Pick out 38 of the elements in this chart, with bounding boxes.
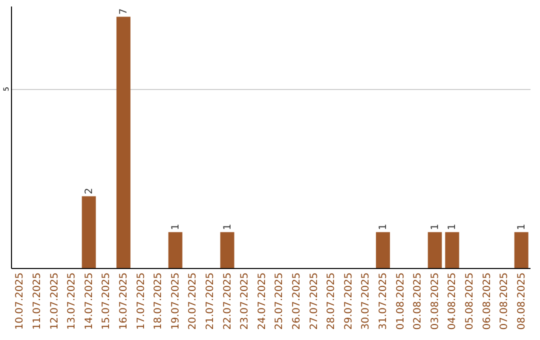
x-tick-label: 31.07.2025 (378, 272, 389, 330)
data-label: 1 (447, 224, 458, 230)
x-tick-label: 27.07.2025 (308, 272, 320, 330)
x-tick-label: 13.07.2025 (66, 272, 78, 330)
x-tick-label: 11.07.2025 (32, 272, 43, 330)
x-tick-label: 04.08.2025 (447, 272, 458, 330)
data-label: 1 (222, 224, 234, 230)
x-tick-label: 26.07.2025 (291, 272, 302, 330)
x-tick-label: 15.07.2025 (101, 272, 112, 330)
x-tick-label: 07.08.2025 (499, 272, 510, 330)
data-label: 1 (378, 224, 389, 230)
x-tick-label: 22.07.2025 (222, 272, 234, 330)
x-tick-label: 14.07.2025 (84, 272, 95, 330)
x-tick-label: 10.07.2025 (14, 272, 26, 330)
x-tick-label: 05.08.2025 (464, 272, 476, 330)
x-tick-label: 12.07.2025 (49, 272, 60, 330)
x-tick-label: 29.07.2025 (343, 272, 354, 330)
x-tick-label: 21.07.2025 (204, 272, 216, 330)
x-tick-label: 06.08.2025 (482, 272, 493, 330)
x-tick-label: 20.07.2025 (188, 272, 199, 330)
x-tick-label: 17.07.2025 (136, 272, 147, 330)
x-tick-label: 02.08.2025 (412, 272, 424, 330)
data-label: 1 (170, 224, 182, 230)
x-tick-label: 24.07.2025 (256, 272, 268, 330)
x-tick-label: 08.08.2025 (516, 272, 528, 330)
x-tick-label: 03.08.2025 (430, 272, 441, 330)
x-tick-label: 28.07.2025 (326, 272, 338, 330)
x-tick-label: 19.07.2025 (170, 272, 182, 330)
data-label: 2 (84, 188, 95, 194)
data-label: 1 (516, 224, 528, 230)
x-tick-label: 01.08.2025 (395, 272, 406, 330)
x-tick-label: 23.07.2025 (240, 272, 251, 330)
x-tick-label: 25.07.2025 (274, 272, 286, 330)
x-tick-label: 16.07.2025 (118, 272, 130, 330)
data-label: 7 (118, 8, 130, 15)
x-tick-label: 30.07.2025 (360, 272, 372, 330)
data-label: 1 (430, 224, 441, 230)
x-tick-label: 18.07.2025 (153, 272, 164, 330)
